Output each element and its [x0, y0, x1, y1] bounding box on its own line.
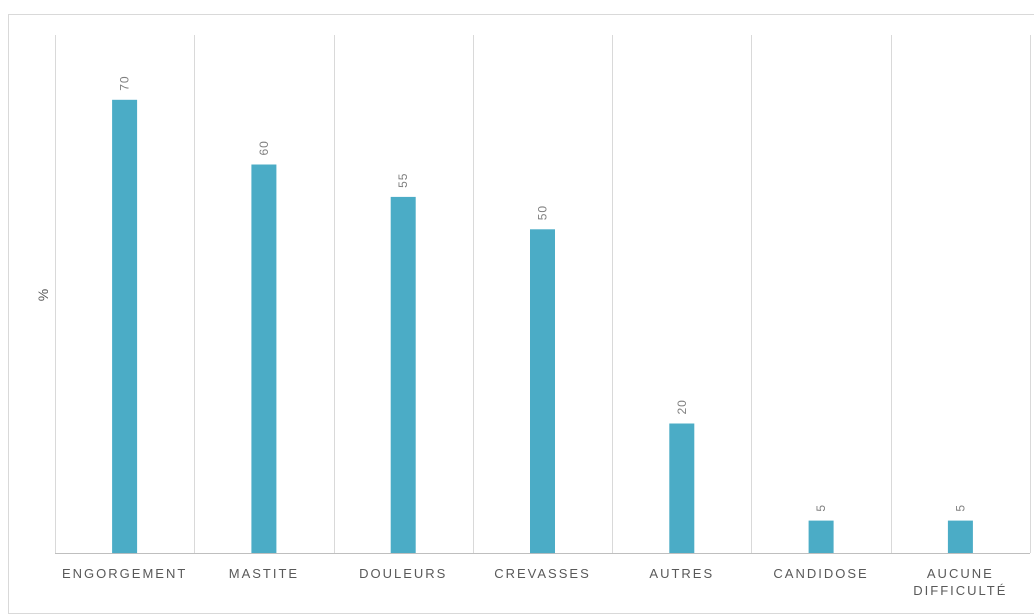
x-tick-label: ENGORGEMENT: [62, 566, 187, 581]
x-tick-label-line: CREVASSES: [494, 566, 591, 581]
bar: [947, 520, 973, 553]
data-label: 70: [118, 75, 132, 90]
x-tick-label-line: DOULEURS: [359, 566, 447, 581]
bar: [251, 164, 277, 553]
data-label: 60: [257, 140, 271, 155]
bar: [112, 99, 138, 554]
data-label: 20: [675, 399, 689, 414]
x-tick-label: CANDIDOSE: [773, 566, 868, 581]
bar: [390, 196, 416, 553]
x-tick-label: AUTRES: [649, 566, 714, 581]
x-tick-label: MASTITE: [229, 566, 299, 581]
x-tick-label: DOULEURS: [359, 566, 447, 581]
x-tick-label-line: ENGORGEMENT: [62, 566, 187, 581]
x-tick-label: AUCUNE DIFFICULTÉ: [913, 566, 1007, 598]
data-label: 5: [953, 504, 967, 512]
bar: [530, 229, 555, 554]
grid-lines: [55, 35, 1031, 554]
bars: [112, 99, 973, 554]
x-tick-label-line: AUCUNE: [927, 566, 994, 581]
x-tick-label-line: AUTRES: [649, 566, 714, 581]
data-label: 50: [536, 205, 550, 220]
chart-frame: [8, 14, 1034, 614]
data-label: 5: [814, 504, 828, 512]
x-tick-label-line: MASTITE: [229, 566, 299, 581]
x-tick-labels: ENGORGEMENT MASTITE DOULEURS CREVASSES AUTRE…: [62, 566, 1007, 598]
bar: [669, 423, 695, 553]
data-label: 55: [396, 173, 410, 188]
x-tick-label-line: CANDIDOSE: [773, 566, 868, 581]
bar: [808, 520, 834, 553]
x-tick-label: CREVASSES: [494, 566, 591, 581]
x-tick-label-line: DIFFICULTÉ: [913, 583, 1007, 598]
y-axis-title: %: [35, 289, 51, 301]
